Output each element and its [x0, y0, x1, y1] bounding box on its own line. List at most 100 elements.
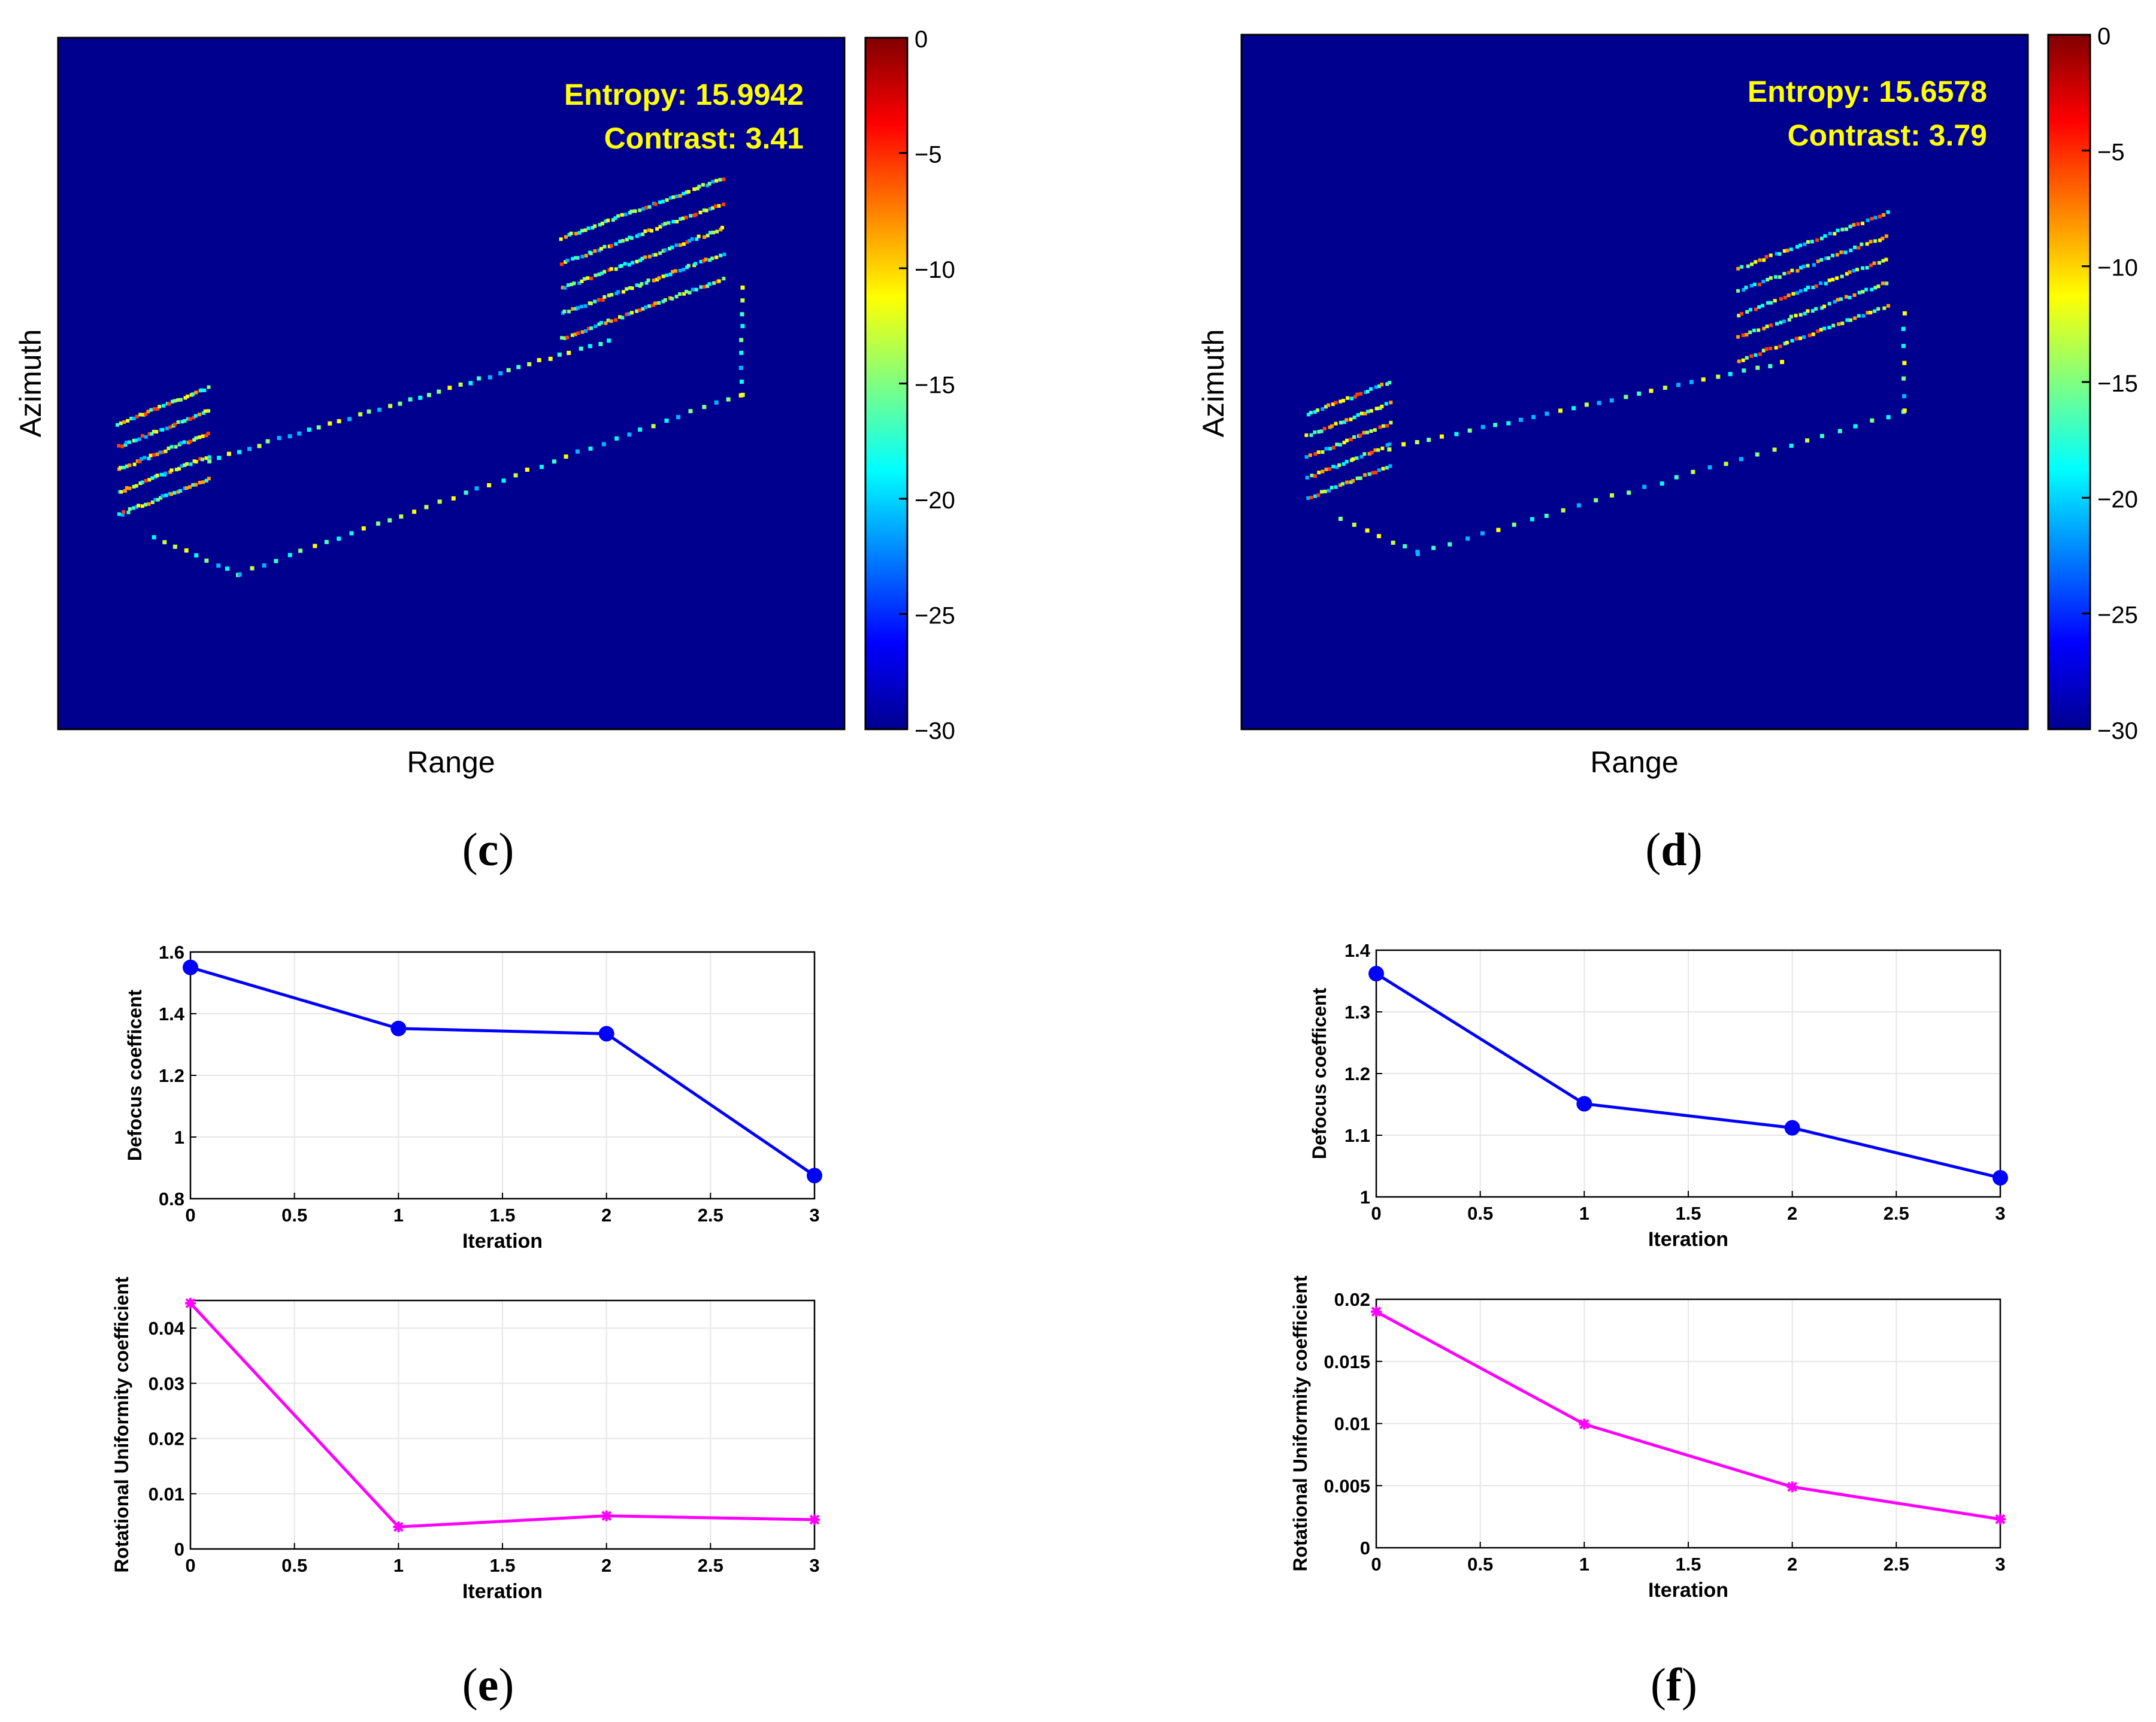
scatter-point [1811, 332, 1815, 336]
scatter-point [152, 535, 156, 539]
scatter-point [623, 262, 627, 266]
scatter-point [671, 220, 676, 224]
scatter-point [194, 553, 199, 558]
scatter-point [1353, 395, 1357, 399]
scatter-point [674, 243, 679, 247]
scatter-point [1744, 286, 1748, 290]
scatter-point [1609, 398, 1614, 403]
scatter-point [688, 290, 692, 295]
scatter-point [1740, 265, 1744, 269]
scatter-point [665, 273, 669, 277]
scatter-point [647, 254, 652, 259]
scatter-point [161, 450, 165, 454]
scatter-point [204, 433, 208, 438]
scatter-point [1901, 376, 1906, 381]
scatter-point [722, 277, 726, 281]
scatter-point [661, 274, 665, 278]
scatter-point [167, 402, 171, 406]
scatter-point [559, 262, 564, 266]
scatter-point [161, 494, 165, 498]
scatter-point [689, 214, 693, 218]
y-tick-label: 0.01 [1334, 1414, 1370, 1435]
scatter-point [1848, 270, 1852, 274]
scatter-point [1773, 275, 1778, 279]
scatter-point [1878, 214, 1882, 219]
scatter-point [1861, 222, 1865, 226]
scatter-point [668, 296, 673, 300]
scatter-point [606, 319, 610, 323]
y-axis-label: Rotational Uniformity coefficient [1289, 1275, 1311, 1572]
scatter-point [122, 420, 126, 425]
scatter-point [188, 417, 192, 421]
scatter-point [1531, 415, 1536, 420]
scatter-point [186, 417, 190, 421]
scatter-point [1365, 430, 1370, 435]
scatter-point [1819, 328, 1823, 332]
scatter-point [1316, 450, 1321, 454]
scatter-point [1789, 314, 1793, 319]
scatter-point [525, 467, 529, 472]
scatter-point [155, 452, 159, 456]
scatter-point [501, 478, 506, 483]
scatter-point [1745, 332, 1749, 336]
scatter-point [1330, 486, 1334, 490]
scatter-point [1872, 261, 1876, 265]
x-tick-label: 1 [1579, 1203, 1589, 1224]
scatter-point [207, 477, 211, 481]
scatter-point [1512, 522, 1516, 527]
scatter-point [216, 563, 221, 568]
scatter-point [580, 330, 585, 334]
scatter-point [584, 329, 588, 333]
scatter-point [1852, 223, 1856, 227]
scatter-point [1309, 411, 1313, 415]
scatter-point [1313, 410, 1317, 414]
scatter-point [602, 245, 607, 249]
scatter-point [1810, 239, 1814, 244]
scatter-point [657, 276, 661, 280]
data-point [1786, 1481, 1798, 1493]
scatter-point [204, 478, 208, 483]
scatter-point [1853, 316, 1857, 320]
scatter-point [1870, 287, 1874, 292]
scatter-point [125, 464, 129, 468]
scatter-point [1752, 328, 1756, 332]
scatter-point [565, 258, 570, 262]
scatter-point [722, 202, 726, 207]
scatter-point [665, 198, 669, 202]
colorbar-tick-label: 0 [915, 26, 928, 53]
scatter-point [137, 504, 141, 508]
scatter-point [657, 301, 661, 305]
scatter-point [566, 283, 570, 287]
ylabel-d: Azimuth [1197, 329, 1230, 438]
colorbar-tick-label: −20 [2097, 486, 2138, 513]
scatter-point [1309, 496, 1313, 500]
scatter-point [548, 356, 553, 361]
scatter-point [134, 505, 138, 509]
scatter-point [705, 284, 710, 288]
scatter-point [162, 540, 167, 545]
scatter-point [159, 496, 163, 500]
scatter-point [1902, 360, 1907, 365]
contrast-label-d: Contrast: 3.79 [1788, 119, 1987, 152]
scatter-point [1363, 411, 1367, 416]
scatter-point [1852, 293, 1857, 297]
scatter-point [250, 566, 255, 571]
scatter-point [1323, 489, 1327, 493]
scatter-point [174, 468, 178, 472]
scatter-point [1328, 425, 1332, 429]
scatter-point [1882, 306, 1886, 310]
scatter-point [668, 247, 672, 251]
scatter-point [1807, 334, 1812, 338]
scatter-point [1812, 263, 1816, 267]
scatter-point [1901, 344, 1906, 348]
scatter-point [1317, 430, 1321, 434]
y-tick-label: 1.4 [159, 1004, 185, 1024]
scatter-point [1785, 341, 1789, 345]
scatter-point [1649, 389, 1654, 393]
scatter-point [611, 218, 615, 222]
scatter-point [708, 231, 712, 235]
scatter-point [447, 386, 452, 390]
scatter-point [128, 507, 132, 511]
scatter-point [172, 491, 177, 495]
scatter-point [1737, 314, 1741, 318]
